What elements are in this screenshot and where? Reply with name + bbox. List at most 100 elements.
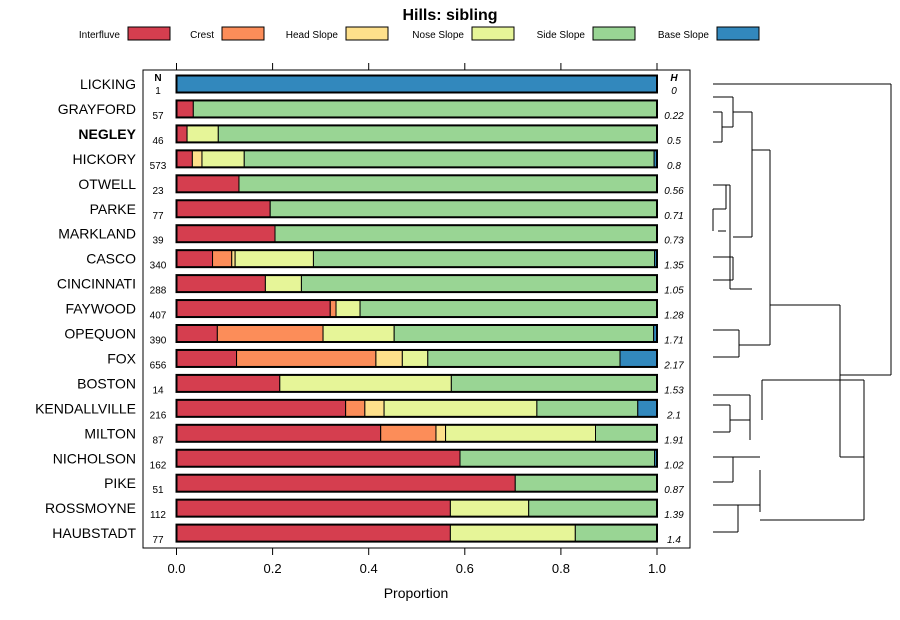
h-value: 1.71 xyxy=(664,336,683,347)
bar-segment-side-slope xyxy=(269,199,658,218)
h-value: 0.5 xyxy=(667,136,681,147)
dendrogram xyxy=(712,83,892,533)
n-value: 573 xyxy=(150,161,167,172)
legend-swatch-side-slope xyxy=(592,26,636,41)
bar-segment-interfluve xyxy=(176,99,194,118)
bar-segment-nose-slope xyxy=(186,124,219,143)
bar-segment-side-slope xyxy=(243,149,655,168)
bar-rows: LICKING 1 0 GRAYFORD 57 0.22 NEGLEY 46 0.5 HICKOR… xyxy=(35,74,684,546)
legend-label-nose-slope: Nose Slope xyxy=(412,30,464,41)
bar-segment-interfluve xyxy=(176,174,240,193)
bar-segment-nose-slope xyxy=(383,399,538,418)
h-value: 1.53 xyxy=(664,385,684,396)
bar-segment-nose-slope xyxy=(234,249,314,268)
h-value: 2.17 xyxy=(663,360,684,371)
bar-segment-interfluve xyxy=(176,449,461,468)
bar-outline xyxy=(175,224,658,244)
row-label-cincinnati: CINCINNATI xyxy=(57,276,136,292)
bar-segment-interfluve xyxy=(176,499,451,518)
chart-title: Hills: sibling xyxy=(402,7,497,24)
bar-segment-interfluve xyxy=(176,524,451,543)
h-value: 0.73 xyxy=(664,236,684,247)
bar-outline xyxy=(175,274,658,294)
bar-segment-interfluve xyxy=(176,124,188,143)
x-tick-label: 0.4 xyxy=(360,561,378,576)
h-value: 2.1 xyxy=(666,410,681,421)
n-value: 390 xyxy=(150,336,167,347)
n-value: 87 xyxy=(152,435,164,446)
bar-segment-nose-slope xyxy=(449,499,530,518)
bar-segment-interfluve xyxy=(176,399,347,418)
bar-segment-crest xyxy=(236,349,377,368)
bar-segment-head-slope xyxy=(231,249,236,268)
bar-outline xyxy=(175,473,658,493)
bar-segment-nose-slope xyxy=(264,274,302,293)
n-value: 288 xyxy=(150,286,167,297)
bar-segment-crest xyxy=(345,399,366,418)
bar-segment-interfluve xyxy=(176,374,281,393)
bar-outline xyxy=(175,348,658,368)
legend: Interfluve Crest Head Slope Nose Slope Side … xyxy=(79,26,760,41)
bar-segment-side-slope xyxy=(536,399,639,418)
row-label-milton: MILTON xyxy=(84,425,136,441)
legend-swatch-crest xyxy=(221,26,265,41)
n-value: 51 xyxy=(152,485,164,496)
x-tick-label: 0.8 xyxy=(552,561,570,576)
bar-outline xyxy=(175,74,658,94)
bar-outline xyxy=(175,99,658,119)
n-value: 162 xyxy=(150,460,167,471)
bar-segment-side-slope xyxy=(312,249,656,268)
bar-segment-side-slope xyxy=(528,499,658,518)
bar-segment-head-slope xyxy=(375,349,403,368)
bar-segment-crest xyxy=(212,249,233,268)
plot-frame xyxy=(142,69,691,549)
bar-segment-nose-slope xyxy=(335,299,361,318)
bar-segment-interfluve xyxy=(176,349,238,368)
bar-outline xyxy=(175,199,658,219)
bar-segment-side-slope xyxy=(238,174,658,193)
h-value: 0.22 xyxy=(664,111,684,122)
x-tick-label: 1.0 xyxy=(648,561,666,576)
bar-outline xyxy=(175,249,658,269)
n-value: 57 xyxy=(152,111,164,122)
row-label-fox: FOX xyxy=(107,350,136,366)
bar-segment-side-slope xyxy=(427,349,621,368)
n-value: 77 xyxy=(152,211,164,222)
n-value: 46 xyxy=(152,136,164,147)
bar-segment-base-slope xyxy=(619,349,658,368)
row-label-rossmoyne: ROSSMOYNE xyxy=(45,500,136,516)
bar-segment-side-slope xyxy=(450,374,658,393)
n-value: 23 xyxy=(152,186,164,197)
legend-swatch-head-slope xyxy=(345,26,389,41)
bar-outline xyxy=(175,448,658,468)
row-label-parke: PARKE xyxy=(90,201,136,217)
bar-outline xyxy=(175,174,658,194)
x-tick-label: 0.6 xyxy=(456,561,474,576)
bar-segment-nose-slope xyxy=(279,374,452,393)
legend-swatch-base-slope xyxy=(716,26,760,41)
bar-outline xyxy=(175,373,658,393)
legend-label-side-slope: Side Slope xyxy=(537,30,586,41)
n-value: 216 xyxy=(150,410,167,421)
bar-segment-nose-slope xyxy=(201,149,245,168)
bar-outline xyxy=(175,498,658,518)
bar-outline xyxy=(175,398,658,418)
bar-outline xyxy=(175,523,658,543)
n-value: 112 xyxy=(150,510,166,521)
bar-segment-side-slope xyxy=(514,474,658,493)
bar-segment-nose-slope xyxy=(445,424,596,443)
bar-outline xyxy=(175,299,658,319)
x-axis-label: Proportion xyxy=(384,585,449,601)
row-label-haubstadt: HAUBSTADT xyxy=(52,525,136,541)
x-tick-label: 0.2 xyxy=(264,561,282,576)
x-tick-label: 0.0 xyxy=(167,561,185,576)
h-value: 1.35 xyxy=(664,261,684,272)
legend-label-interfluve: Interfluve xyxy=(79,30,121,41)
legend-label-crest: Crest xyxy=(190,30,214,41)
bar-segment-interfluve xyxy=(176,299,331,318)
n-value: 407 xyxy=(150,311,167,322)
n-value: 340 xyxy=(150,261,167,272)
bar-segment-side-slope xyxy=(192,99,658,118)
h-value: 1.28 xyxy=(664,311,684,322)
bar-segment-side-slope xyxy=(300,274,658,293)
